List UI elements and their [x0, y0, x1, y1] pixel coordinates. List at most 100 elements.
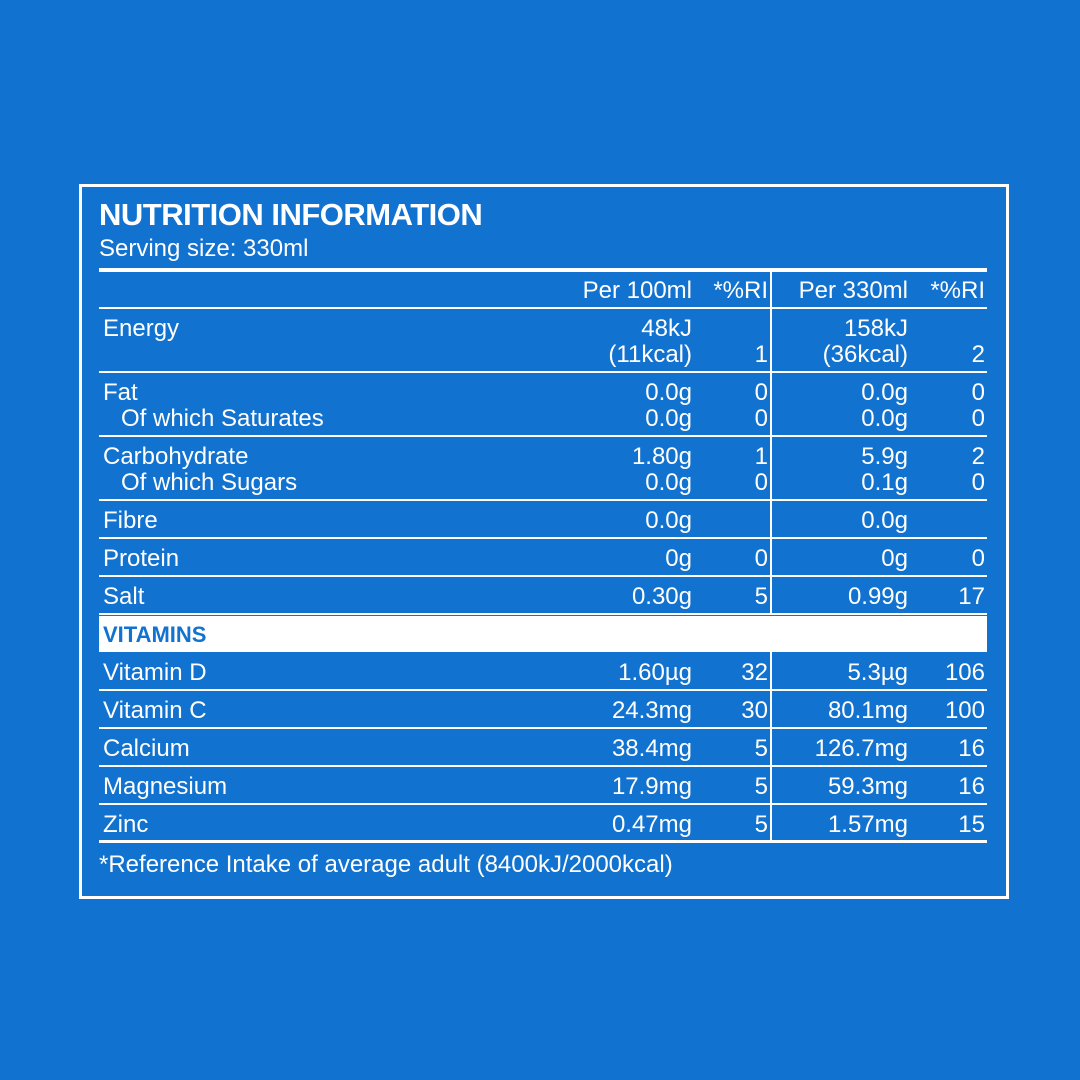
row-label: Zinc — [103, 811, 149, 838]
per-100ml: 24.3mg — [611, 697, 692, 724]
ri-100ml: 5 — [754, 735, 768, 762]
per-100ml: 0.0g — [645, 469, 692, 496]
column-divider — [770, 690, 772, 728]
ri-100ml: 0 — [754, 379, 768, 406]
ri-330ml: 0 — [971, 379, 985, 406]
ri-100ml: 0 — [754, 545, 768, 572]
column-divider — [770, 804, 772, 842]
ri-330ml: 16 — [958, 773, 985, 800]
row-divider — [99, 689, 987, 691]
per-100ml: 1.80g — [631, 443, 692, 470]
ri-330ml: 16 — [958, 735, 985, 762]
ri-330ml: 0 — [971, 405, 985, 432]
column-divider — [770, 500, 772, 538]
per-330ml: 0.1g — [861, 469, 908, 496]
ri-330ml: 0 — [971, 545, 985, 572]
per-100ml: Per 100ml — [582, 277, 692, 304]
per-330ml: 0.0g — [861, 405, 908, 432]
panel-border — [79, 184, 1009, 899]
per-330ml: (36kcal) — [822, 341, 908, 368]
row-label: Fat — [103, 379, 138, 406]
per-100ml: (11kcal) — [608, 341, 692, 368]
per-100ml: 0.0g — [645, 405, 692, 432]
ri-100ml: 1 — [754, 443, 768, 470]
per-100ml: 38.4mg — [611, 735, 692, 762]
column-divider — [770, 538, 772, 576]
serving-size: Serving size: 330ml — [99, 235, 309, 262]
ri-100ml: 5 — [754, 811, 768, 838]
row-divider — [99, 575, 987, 577]
per-100ml: 0.0g — [645, 379, 692, 406]
ri-330ml: 15 — [958, 811, 985, 838]
per-100ml: 48kJ — [641, 315, 692, 342]
section-title: VITAMINS — [103, 622, 207, 647]
ri-330ml: 100 — [944, 697, 985, 724]
ri-330ml: *%RI — [930, 277, 985, 304]
row-label: Protein — [103, 545, 180, 572]
ri-100ml: *%RI — [713, 277, 768, 304]
ri-100ml: 32 — [741, 659, 768, 686]
per-100ml: 0.0g — [645, 507, 692, 534]
row-label: Of which Saturates — [121, 405, 324, 432]
ri-100ml: 0 — [754, 469, 768, 496]
row-label: Carbohydrate — [103, 443, 249, 470]
ri-100ml: 5 — [754, 773, 768, 800]
row-label: Vitamin D — [103, 659, 207, 686]
ri-100ml: 1 — [754, 341, 768, 368]
ri-330ml: 106 — [944, 659, 985, 686]
per-100ml: 0.30g — [631, 583, 692, 610]
ri-100ml: 0 — [754, 405, 768, 432]
row-label: Fibre — [103, 507, 158, 534]
per-100ml: 17.9mg — [611, 773, 692, 800]
row-divider — [99, 803, 987, 805]
footnote: *Reference Intake of average adult (8400… — [99, 851, 673, 878]
rule — [99, 268, 987, 272]
per-330ml: Per 330ml — [798, 277, 908, 304]
per-330ml: 0.0g — [861, 507, 908, 534]
row-divider — [99, 840, 987, 843]
per-330ml: 0.99g — [847, 583, 908, 610]
column-divider — [770, 272, 772, 308]
section-band — [99, 616, 987, 652]
column-divider — [770, 372, 772, 436]
per-330ml: 126.7mg — [814, 735, 908, 762]
row-label: Energy — [103, 315, 180, 342]
column-divider — [770, 308, 772, 372]
per-330ml: 0.0g — [861, 379, 908, 406]
per-330ml: 5.9g — [861, 443, 908, 470]
per-330ml: 158kJ — [843, 315, 908, 342]
row-divider — [99, 499, 987, 501]
ri-330ml: 2 — [971, 443, 985, 470]
column-divider — [770, 766, 772, 804]
row-divider — [99, 765, 987, 767]
per-330ml: 59.3mg — [827, 773, 908, 800]
ri-330ml: 2 — [971, 341, 985, 368]
ri-100ml: 30 — [741, 697, 768, 724]
row-divider — [99, 613, 987, 615]
column-divider — [770, 436, 772, 500]
per-330ml: 80.1mg — [827, 697, 908, 724]
row-divider — [99, 727, 987, 729]
title: NUTRITION INFORMATION — [99, 197, 483, 232]
column-divider — [770, 652, 772, 690]
per-100ml: 0g — [665, 545, 692, 572]
ri-330ml: 0 — [971, 469, 985, 496]
row-divider — [99, 371, 987, 373]
column-divider — [770, 728, 772, 766]
per-330ml: 1.57mg — [827, 811, 908, 838]
row-divider — [99, 435, 987, 437]
ri-100ml: 5 — [754, 583, 768, 610]
row-label: Vitamin C — [103, 697, 207, 724]
per-100ml: 1.60µg — [618, 659, 692, 686]
per-330ml: 5.3µg — [847, 659, 908, 686]
row-label: Magnesium — [103, 773, 228, 800]
row-divider — [99, 537, 987, 539]
column-divider — [770, 576, 772, 614]
row-label: Calcium — [103, 735, 190, 762]
per-330ml: 0g — [881, 545, 908, 572]
row-label: Salt — [103, 583, 145, 610]
row-divider — [99, 307, 987, 309]
row-label: Of which Sugars — [121, 469, 298, 496]
per-100ml: 0.47mg — [611, 811, 692, 838]
